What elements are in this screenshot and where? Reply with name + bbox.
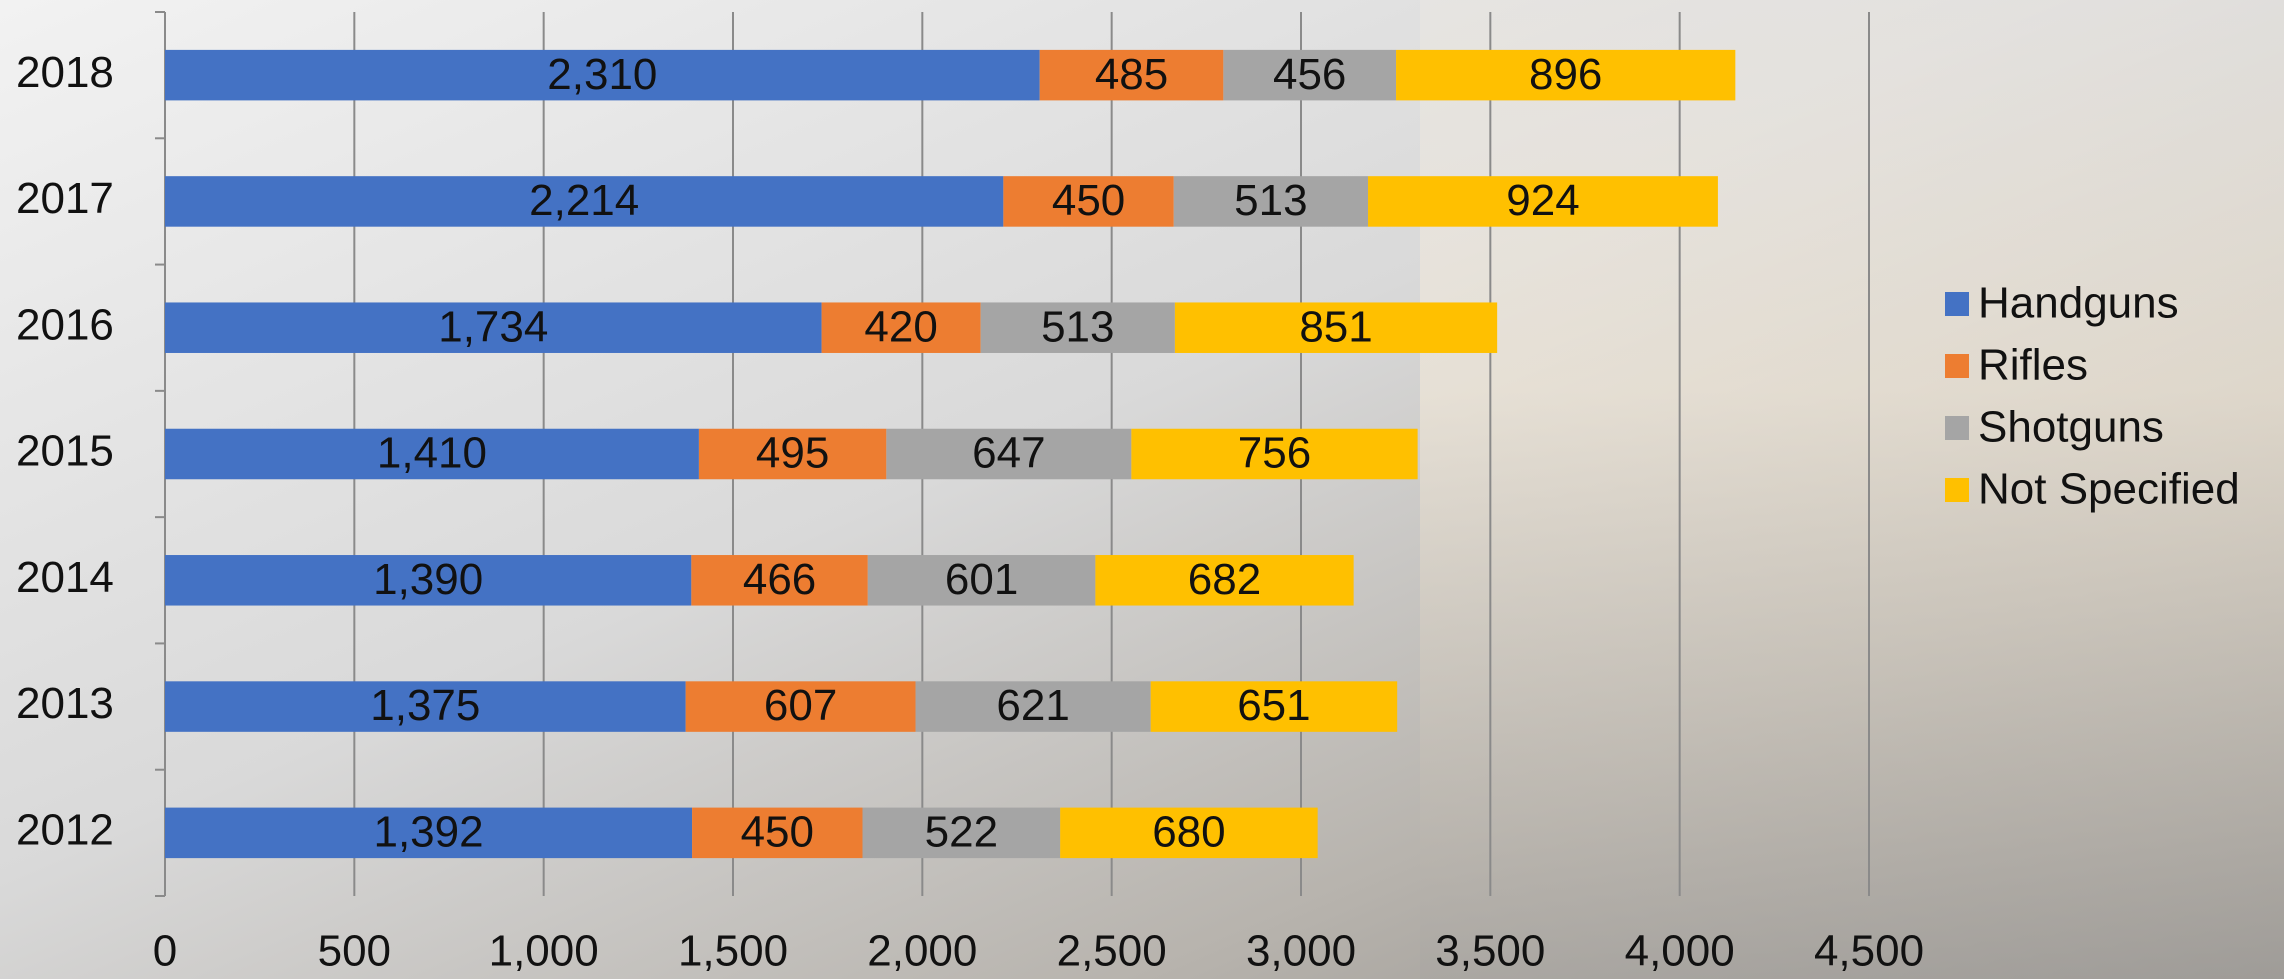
data-label: 450 (1052, 176, 1125, 225)
y-tick-label: 2018 (16, 48, 114, 97)
data-label: 495 (756, 429, 829, 478)
data-label: 1,734 (438, 302, 548, 351)
data-label: 2,310 (547, 50, 657, 99)
x-tick-label: 4,500 (1814, 927, 1924, 976)
data-label: 647 (972, 429, 1045, 478)
x-tick-label: 3,000 (1246, 927, 1356, 976)
x-tick-label: 500 (318, 927, 391, 976)
x-tick-label: 1,000 (489, 927, 599, 976)
data-label: 513 (1234, 176, 1307, 225)
chart: 0 500 1,000 1,500 2,000 2,500 3,000 3,500 4,000 4… (0, 0, 2284, 979)
data-label: 1,390 (373, 555, 483, 604)
data-label: 621 (996, 681, 1069, 730)
data-label: 450 (741, 807, 814, 856)
x-tick-label: 3,500 (1435, 927, 1545, 976)
legend-swatch (1945, 354, 1969, 378)
legend-label: Rifles (1978, 341, 2088, 390)
x-tick-label: 2,500 (1057, 927, 1167, 976)
y-tick-label: 2012 (16, 805, 114, 854)
legend-swatch (1945, 416, 1969, 440)
x-tick-label: 0 (153, 927, 177, 976)
data-label: 420 (864, 302, 937, 351)
x-tick-label: 1,500 (678, 927, 788, 976)
data-label: 513 (1041, 302, 1114, 351)
data-label: 1,375 (370, 681, 480, 730)
data-label: 756 (1238, 429, 1311, 478)
data-label: 896 (1529, 50, 1602, 99)
data-label: 485 (1095, 50, 1168, 99)
y-tick-label: 2013 (16, 679, 114, 728)
y-tick-label: 2014 (16, 553, 114, 602)
legend-label: Not Specified (1978, 465, 2240, 514)
data-label: 522 (925, 807, 998, 856)
legend-swatch (1945, 478, 1969, 502)
data-label: 851 (1299, 302, 1372, 351)
legend-label: Handguns (1978, 279, 2179, 328)
data-label: 456 (1273, 50, 1346, 99)
x-tick-label: 2,000 (867, 927, 977, 976)
data-label: 607 (764, 681, 837, 730)
data-label: 682 (1188, 555, 1261, 604)
y-tick-label: 2016 (16, 300, 114, 349)
data-label: 1,392 (373, 807, 483, 856)
legend-label: Shotguns (1978, 403, 2164, 452)
y-tick-label: 2017 (16, 174, 114, 223)
data-label: 1,410 (377, 429, 487, 478)
x-tick-label: 4,000 (1625, 927, 1735, 976)
legend-swatch (1945, 292, 1969, 316)
data-label: 466 (743, 555, 816, 604)
y-tick-label: 2015 (16, 427, 114, 476)
data-label: 680 (1152, 807, 1225, 856)
data-label: 2,214 (529, 176, 639, 225)
data-label: 651 (1237, 681, 1310, 730)
data-label: 601 (945, 555, 1018, 604)
data-label: 924 (1506, 176, 1579, 225)
